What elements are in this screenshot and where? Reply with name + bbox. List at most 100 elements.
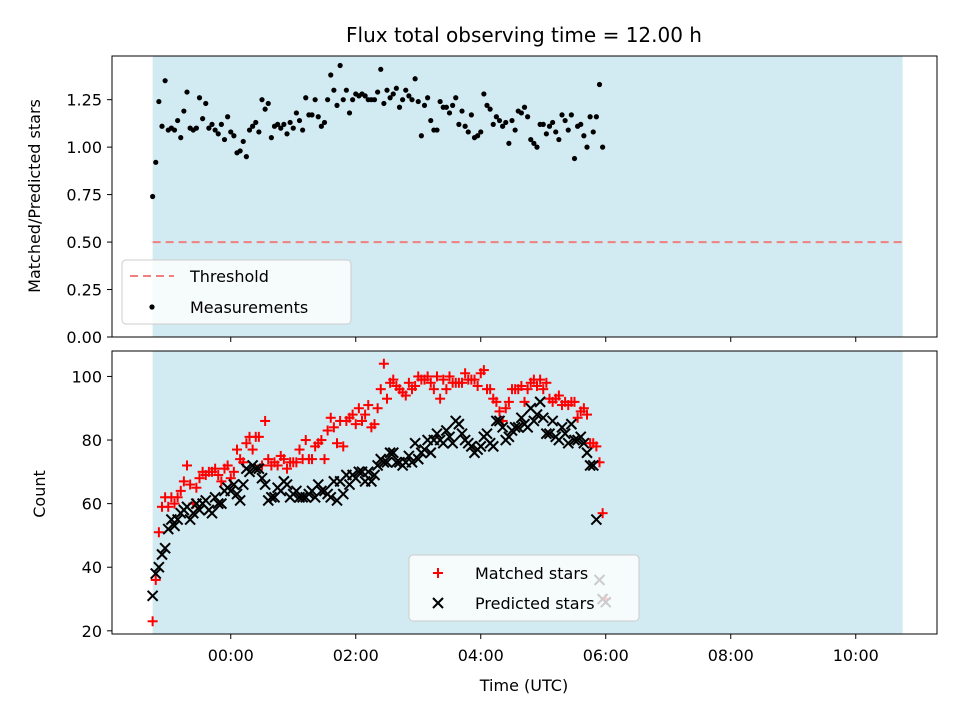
measurement-point bbox=[281, 121, 287, 127]
matched-star-point bbox=[538, 384, 549, 395]
measurement-point bbox=[409, 97, 415, 103]
matched-star-point bbox=[338, 441, 349, 452]
matched-star-point bbox=[597, 508, 608, 519]
matched-star-point bbox=[169, 498, 180, 509]
measurement-point bbox=[259, 97, 265, 103]
predicted-star-point bbox=[465, 440, 478, 453]
measurement-point bbox=[550, 119, 556, 126]
measurement-point bbox=[284, 131, 290, 137]
top-y-axis-label: Matched/Predicted stars bbox=[25, 99, 44, 293]
measurement-point bbox=[393, 85, 399, 91]
top-axes-frame bbox=[111, 55, 938, 338]
measurement-point bbox=[428, 117, 434, 124]
bottom-x-tick-label: 08:00 bbox=[708, 646, 754, 665]
measurement-point bbox=[181, 108, 187, 114]
predicted-star-point bbox=[412, 453, 424, 465]
matched-star-point bbox=[247, 444, 258, 455]
predicted-star-point bbox=[475, 440, 487, 453]
measurement-point bbox=[237, 148, 243, 154]
measurement-point bbox=[509, 117, 515, 124]
measurement-point bbox=[565, 127, 571, 133]
predicted-star-point bbox=[509, 421, 521, 434]
measurement-point bbox=[206, 125, 212, 131]
measurement-point bbox=[525, 114, 531, 120]
measurement-point bbox=[375, 89, 381, 95]
measurement-point bbox=[337, 62, 343, 69]
matched-star-point bbox=[172, 492, 183, 503]
predicted-star-point bbox=[256, 472, 268, 484]
measurement-point bbox=[343, 87, 349, 93]
measurement-point bbox=[400, 97, 406, 103]
x-axis-label: Time (UTC) bbox=[479, 676, 568, 695]
measurement-point bbox=[540, 121, 546, 127]
measurement-point bbox=[403, 87, 409, 93]
predicted-star-point bbox=[431, 427, 443, 440]
measurement-point bbox=[456, 121, 462, 127]
measurement-point bbox=[437, 98, 443, 105]
measurement-point bbox=[600, 144, 606, 150]
measurement-point bbox=[246, 127, 253, 133]
predicted-star-point bbox=[456, 427, 468, 440]
bottom-axes-frame bbox=[111, 350, 938, 635]
measurement-point bbox=[421, 102, 428, 108]
predicted-star-point bbox=[215, 497, 228, 510]
matched-stars-legend-swatch bbox=[433, 568, 443, 578]
measurement-point bbox=[243, 154, 249, 160]
matched-star-point bbox=[578, 403, 589, 414]
measurement-point bbox=[518, 110, 524, 116]
matched-star-point bbox=[491, 396, 502, 407]
predicted-star-point bbox=[584, 459, 596, 472]
matched-star-point bbox=[582, 409, 592, 420]
matched-star-point bbox=[307, 454, 317, 465]
matched-star-point bbox=[494, 406, 505, 417]
predicted-star-point bbox=[253, 462, 265, 475]
matched-star-point bbox=[216, 476, 227, 487]
matched-star-point bbox=[210, 463, 221, 474]
matched-star-point bbox=[432, 371, 442, 382]
measurement-point bbox=[312, 97, 318, 103]
predicted-star-point bbox=[496, 421, 509, 434]
measurement-point bbox=[300, 127, 306, 133]
matched-star-point bbox=[472, 380, 483, 391]
matched-star-point bbox=[194, 473, 205, 484]
predicted-star-point bbox=[368, 469, 381, 481]
measurement-point bbox=[328, 72, 334, 78]
measurement-point bbox=[446, 110, 453, 116]
matched-star-point bbox=[150, 574, 161, 585]
matched-star-point bbox=[360, 409, 371, 420]
predicted-star-point bbox=[556, 421, 568, 434]
predicted-star-point bbox=[162, 523, 174, 535]
matched-star-point bbox=[147, 616, 158, 627]
matched-star-point bbox=[532, 380, 542, 391]
measurements-legend-swatch bbox=[149, 304, 155, 310]
predicted-stars-series bbox=[146, 396, 612, 608]
matched-star-point bbox=[522, 384, 533, 395]
predicted-star-point bbox=[381, 456, 393, 468]
top-y-tick-label: 1.00 bbox=[66, 138, 102, 157]
predicted-star-point bbox=[150, 567, 162, 580]
predicted-star-point bbox=[562, 437, 574, 449]
matched-star-point bbox=[435, 393, 446, 404]
matched-star-point bbox=[569, 396, 580, 407]
matched-star-point bbox=[232, 444, 242, 455]
measurement-point bbox=[396, 104, 403, 110]
measurement-point bbox=[425, 95, 431, 101]
top-y-tick-label: 0.75 bbox=[66, 186, 102, 205]
top-legend-box bbox=[121, 259, 352, 325]
matched-star-point bbox=[253, 431, 264, 442]
measurement-point bbox=[325, 97, 331, 103]
predicted-star-point bbox=[193, 504, 206, 516]
matched-star-point bbox=[478, 365, 489, 376]
predicted-star-point bbox=[387, 447, 399, 459]
bottom-x-axis: 00:00 02:00 04:00 06:00 08:00 10:00 bbox=[208, 634, 879, 665]
predicted-star-point bbox=[390, 456, 403, 468]
measurement-point bbox=[159, 123, 165, 129]
measurement-point bbox=[253, 119, 259, 126]
bottom-y-tick-label: 40 bbox=[82, 558, 102, 577]
predicted-star-point bbox=[531, 408, 543, 421]
matched-star-point bbox=[278, 454, 289, 465]
matched-star-point bbox=[460, 368, 471, 379]
measurement-point bbox=[475, 133, 481, 139]
measurement-point bbox=[412, 76, 418, 82]
bottom-legend: Matched stars Predicted stars bbox=[408, 554, 640, 622]
